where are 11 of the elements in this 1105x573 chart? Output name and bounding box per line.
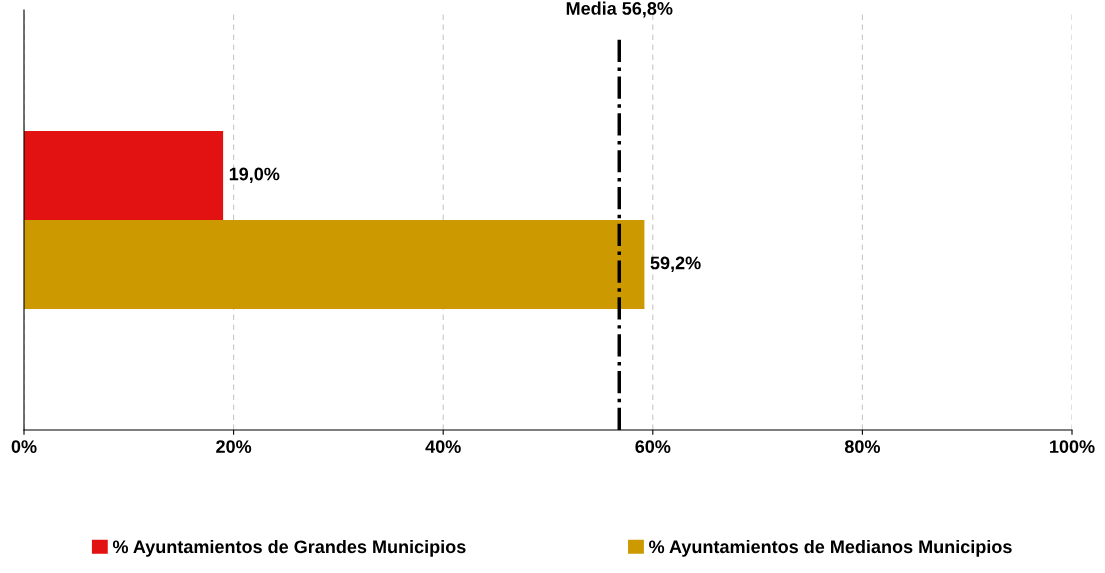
x-tick-label: 80% <box>844 440 880 453</box>
legend-label: % Ayuntamientos de Medianos Municipios <box>649 539 1012 557</box>
x-tick-label: 40% <box>425 440 461 453</box>
legend-label: % Ayuntamientos de Grandes Municipios <box>112 539 466 557</box>
data-label: 19,0% <box>229 167 280 183</box>
x-tick-label: 100% <box>1050 440 1095 453</box>
x-tick-label: 0% <box>11 440 37 453</box>
x-tick-label: 20% <box>216 440 252 453</box>
ref-line-label: Media 56,8% <box>566 1 673 18</box>
x-tick-label: 60% <box>635 440 671 453</box>
data-label: 59,2% <box>650 256 701 272</box>
